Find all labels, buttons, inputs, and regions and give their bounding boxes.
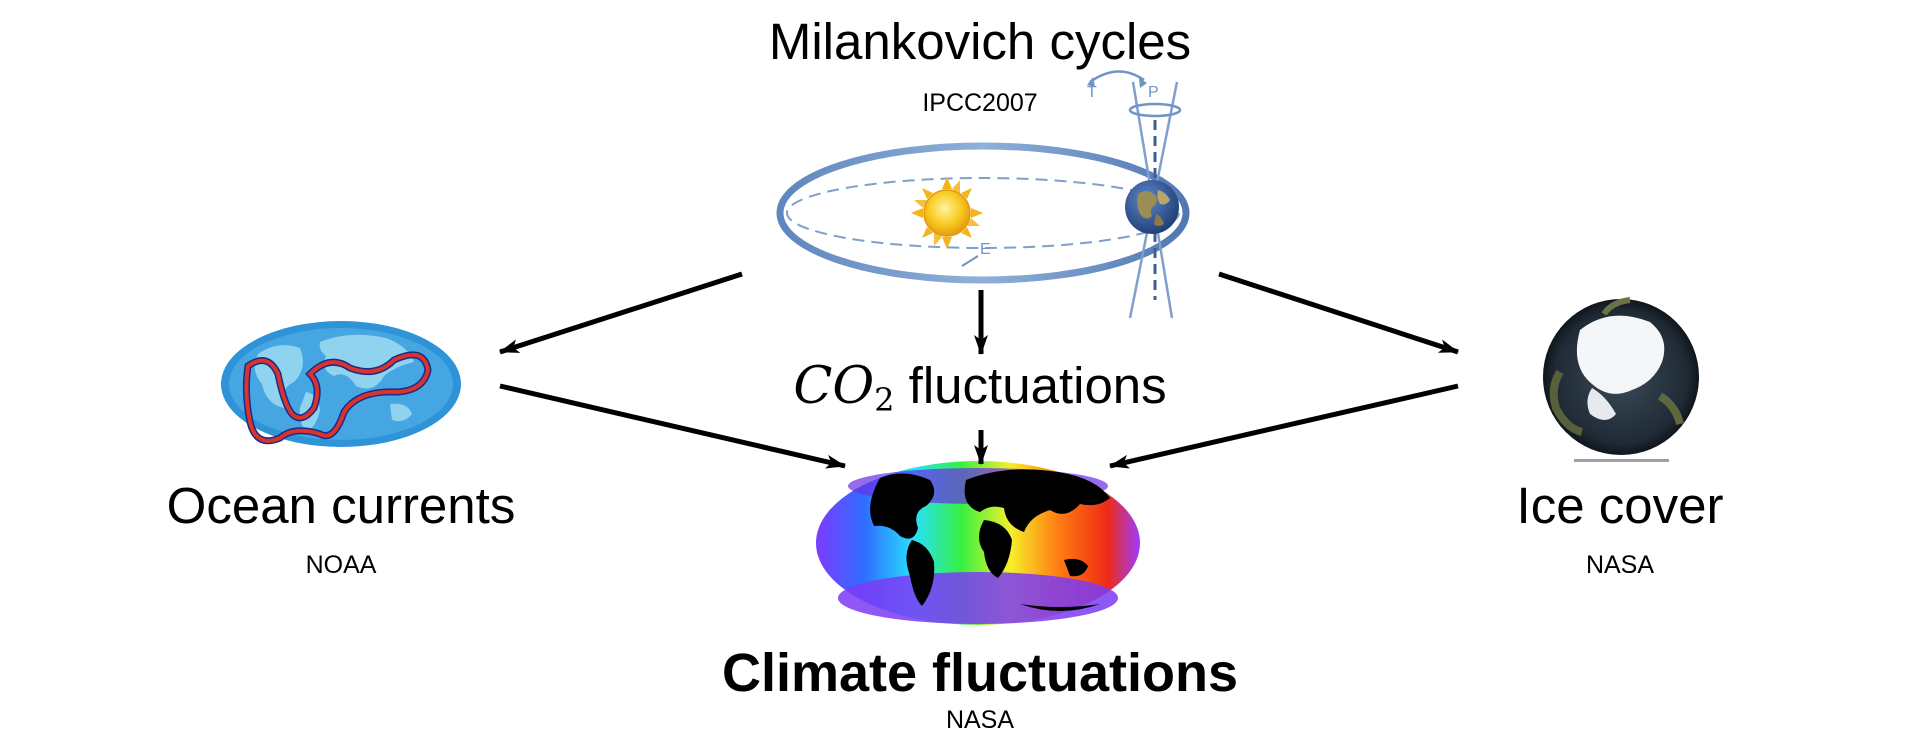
arrow-milankovich-to-ocean bbox=[499, 271, 743, 355]
ocean-currents-source: NOAA bbox=[305, 551, 377, 579]
tilt-label: T bbox=[1087, 84, 1097, 101]
ocean-currents-title: Ocean currents bbox=[166, 477, 516, 534]
ice-cover-source: NASA bbox=[1585, 551, 1655, 579]
precession-label: P bbox=[1148, 84, 1159, 101]
arrow-ocean-to-climate bbox=[499, 383, 846, 469]
co2-symbol: CO bbox=[793, 357, 875, 416]
climate-fluctuations-title: Climate fluctuations bbox=[721, 643, 1239, 703]
co2-subscript: 2 bbox=[874, 381, 895, 419]
ice-caption-strip bbox=[1574, 459, 1669, 462]
sun-icon bbox=[911, 177, 983, 249]
co2-text: fluctuations bbox=[894, 357, 1167, 414]
ice-cover-title: Ice cover bbox=[1516, 477, 1724, 534]
eccentricity-label: E bbox=[980, 241, 991, 258]
earth-globe-icon bbox=[1125, 180, 1179, 234]
milankovich-title: Milankovich cycles bbox=[768, 13, 1192, 70]
climate-fluctuations-map bbox=[816, 461, 1140, 625]
ice-cover-globe bbox=[1543, 297, 1699, 462]
co2-fluctuations-label: CO2 fluctuations bbox=[787, 356, 1173, 430]
diagram-arrows bbox=[499, 271, 1459, 469]
milankovich-source: IPCC2007 bbox=[922, 89, 1038, 117]
arrow-ice-to-climate bbox=[1109, 383, 1459, 469]
arrow-milankovich-to-ice bbox=[1218, 271, 1459, 355]
ocean-currents-map bbox=[221, 321, 461, 447]
climate-fluctuations-source: NASA bbox=[945, 706, 1015, 734]
